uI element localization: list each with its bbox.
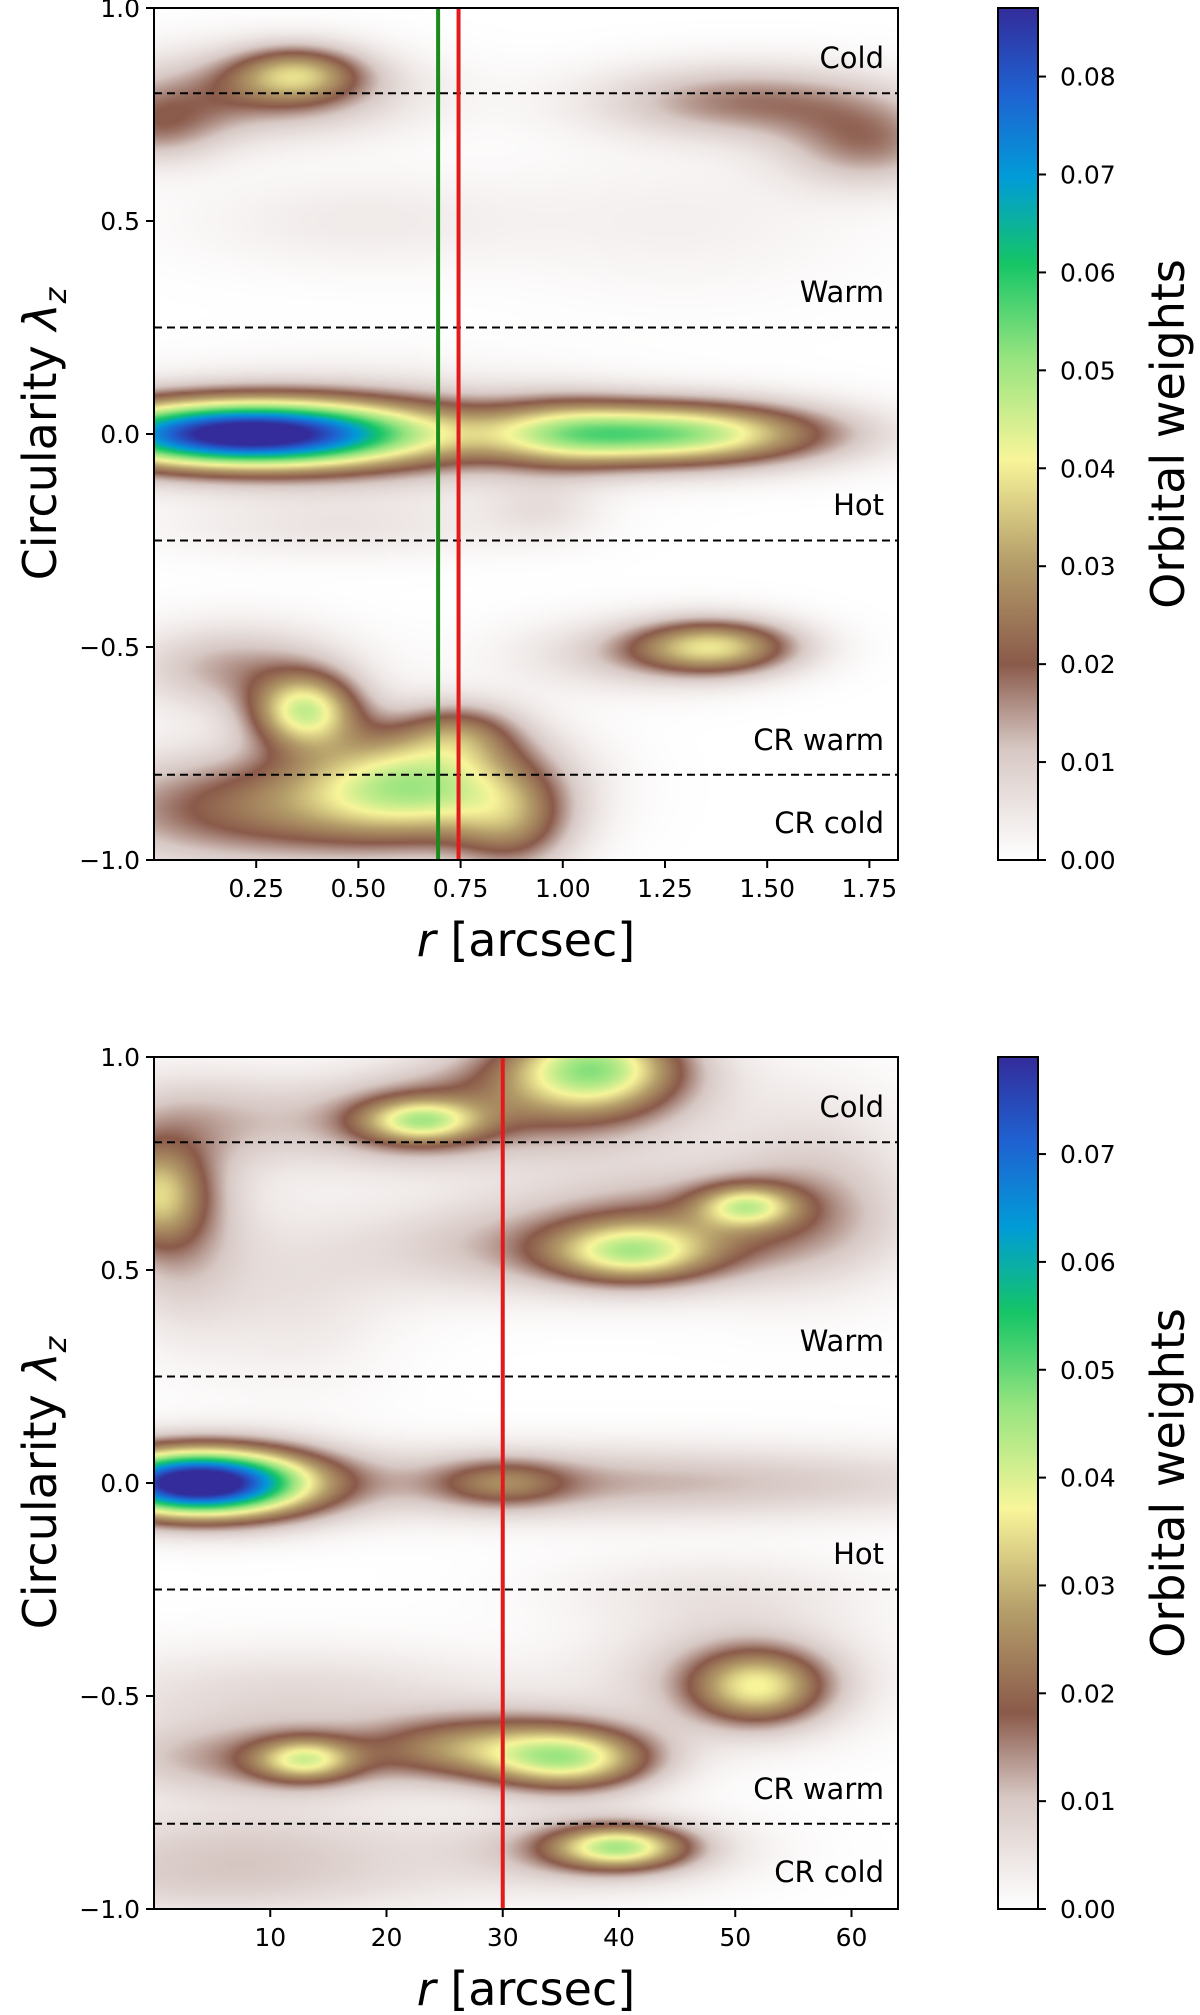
colorbar-title-top: Orbital weights	[1141, 259, 1195, 609]
x-tick-label: 1.00	[535, 874, 591, 903]
y-axis-bottom: −1.0 −0.5 0.0 0.5 1.0	[79, 1043, 154, 1924]
colorbar-tick-label: 0.01	[1060, 1787, 1116, 1816]
region-label-cr-warm: CR warm	[753, 1772, 884, 1806]
colorbar-tick-label: 0.08	[1060, 63, 1116, 92]
colorbar-tick-label: 0.03	[1060, 1571, 1116, 1600]
region-labels-top: Cold Warm Hot CR warm CR cold	[753, 41, 884, 840]
x-tick-label: 40	[603, 1923, 635, 1952]
region-label-cr-cold: CR cold	[774, 806, 884, 840]
y-axis-title-bottom: Circularity λz	[13, 1335, 74, 1629]
y-tick-label: 1.0	[100, 0, 140, 23]
region-boundaries-top	[154, 92, 898, 776]
region-labels-bottom: Cold Warm Hot CR warm CR cold	[753, 1090, 884, 1889]
heatmap-bottom	[154, 1057, 898, 1909]
colorbar-tick-label: 0.07	[1060, 160, 1116, 189]
x-tick-label: 0.25	[228, 874, 284, 903]
colorbar-top: 0.00 0.01 0.02 0.03 0.04 0.05 0.06 0.07 0.08	[997, 7, 1116, 875]
colorbar-tick-label: 0.00	[1060, 846, 1116, 875]
colorbar-frame-bottom	[997, 1056, 1039, 1910]
region-boundaries-bottom	[154, 1141, 898, 1825]
colorbar-tick-label: 0.07	[1060, 1140, 1116, 1169]
colorbar-tick-label: 0.04	[1060, 1464, 1116, 1493]
colorbar-tick-label: 0.05	[1060, 1356, 1116, 1385]
x-axis-title-bottom: r [arcsec]	[417, 1962, 635, 2015]
y-tick-label: 0.5	[100, 1256, 140, 1285]
colorbar-ticks-bottom: 0.00 0.01 0.02 0.03 0.04 0.05 0.06 0.07	[1038, 1140, 1116, 1924]
region-label-cold: Cold	[820, 1090, 884, 1124]
y-tick-label: 0.0	[100, 420, 140, 449]
colorbar-tick-label: 0.02	[1060, 650, 1116, 679]
region-label-hot: Hot	[833, 488, 884, 522]
x-tick-label: 0.50	[331, 874, 387, 903]
colorbar-tick-label: 0.06	[1060, 258, 1116, 287]
x-axis-top: 0.25 0.50 0.75 1.00 1.25 1.50 1.75	[228, 860, 897, 903]
colorbar-tick-label: 0.02	[1060, 1679, 1116, 1708]
y-tick-label: 0.5	[100, 207, 140, 236]
region-label-cr-cold: CR cold	[774, 1855, 884, 1889]
colorbar-tick-label: 0.05	[1060, 356, 1116, 385]
y-tick-label: −1.0	[79, 1895, 140, 1924]
y-tick-label: 1.0	[100, 1043, 140, 1072]
panel-bottom: Cold Warm Hot CR warm CR cold 10 20 30 40 50…	[13, 1043, 1195, 2015]
panel-top: Cold Warm Hot CR warm CR cold 0.25 0.50 0.…	[13, 0, 1195, 967]
region-label-cold: Cold	[820, 41, 884, 75]
colorbar-gradient-top	[998, 8, 1038, 860]
colorbar-tick-label: 0.00	[1060, 1895, 1116, 1924]
y-tick-label: −0.5	[79, 1682, 140, 1711]
y-axis-top: −1.0 −0.5 0.0 0.5 1.0	[79, 0, 154, 875]
x-tick-label: 50	[719, 1923, 751, 1952]
vlines-top	[436, 8, 461, 860]
y-tick-label: −0.5	[79, 633, 140, 662]
region-label-cr-warm: CR warm	[753, 723, 884, 757]
x-tick-label: 1.75	[842, 874, 898, 903]
y-tick-label: 0.0	[100, 1469, 140, 1498]
x-tick-label: 30	[487, 1923, 519, 1952]
colorbar-tick-label: 0.04	[1060, 454, 1116, 483]
region-label-hot: Hot	[833, 1537, 884, 1571]
x-tick-label: 1.50	[739, 874, 795, 903]
region-label-warm: Warm	[800, 275, 884, 309]
colorbar-tick-label: 0.06	[1060, 1248, 1116, 1277]
region-label-warm: Warm	[800, 1324, 884, 1358]
x-axis-title-top: r [arcsec]	[417, 913, 635, 967]
colorbar-gradient-bottom	[998, 1057, 1038, 1909]
colorbar-bottom: 0.00 0.01 0.02 0.03 0.04 0.05 0.06 0.07	[997, 1056, 1116, 1924]
x-tick-label: 10	[254, 1923, 286, 1952]
y-tick-label: −1.0	[79, 846, 140, 875]
x-tick-label: 60	[836, 1923, 868, 1952]
colorbar-tick-label: 0.03	[1060, 552, 1116, 581]
colorbar-title-bottom: Orbital weights	[1141, 1308, 1195, 1658]
colorbar-tick-label: 0.01	[1060, 748, 1116, 777]
x-tick-label: 20	[371, 1923, 403, 1952]
colorbar-frame-top	[997, 7, 1039, 861]
x-axis-bottom: 10 20 30 40 50 60	[254, 1909, 867, 1952]
x-tick-label: 1.25	[637, 874, 693, 903]
x-tick-label: 0.75	[433, 874, 489, 903]
heatmap-top	[154, 8, 898, 860]
colorbar-ticks-top: 0.00 0.01 0.02 0.03 0.04 0.05 0.06 0.07 0.08	[1038, 63, 1116, 875]
y-axis-title-top: Circularity λz	[13, 286, 74, 580]
